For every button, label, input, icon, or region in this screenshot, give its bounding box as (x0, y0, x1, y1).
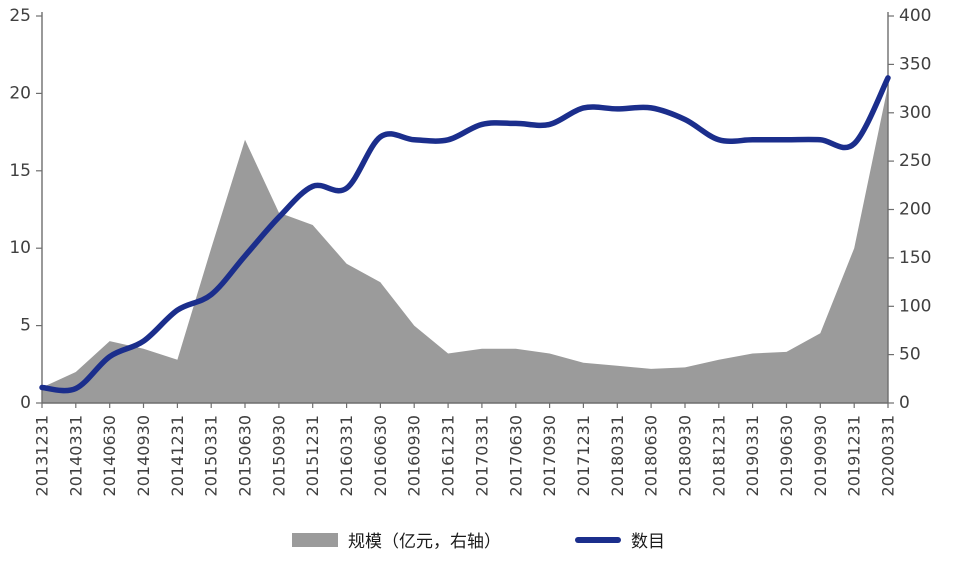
x-axis-tick-label: 20170930 (540, 415, 559, 496)
x-axis-tick-label: 20150930 (269, 415, 288, 496)
legend-label-scale: 规模（亿元，右轴） (348, 532, 501, 552)
right-axis-tick-label: 200 (899, 200, 931, 220)
x-axis-tick-label: 20170630 (506, 415, 525, 496)
x-axis-tick-label: 20200331 (879, 415, 898, 496)
x-axis-tick-label: 20140630 (100, 415, 119, 496)
x-axis-tick-label: 20140930 (134, 415, 153, 496)
x-axis-tick-label: 20190630 (777, 415, 796, 496)
right-axis-tick-label: 0 (899, 393, 910, 413)
x-axis-tick-label: 20150630 (236, 415, 255, 496)
left-axis-tick-label: 10 (9, 238, 31, 258)
x-axis-tick-label: 20180331 (608, 415, 627, 496)
x-axis-tick-label: 20190930 (811, 415, 830, 496)
x-axis-tick-label: 20161231 (439, 415, 458, 496)
legend-label-count: 数目 (631, 532, 665, 552)
right-axis-tick-label: 100 (899, 296, 931, 316)
x-axis-tick-label: 20180630 (642, 415, 661, 496)
x-axis-tick-label: 20190331 (743, 415, 762, 496)
left-axis-tick-label: 0 (20, 393, 31, 413)
right-axis-tick-label: 50 (899, 345, 921, 365)
chart-plot-area: 0510152025050100150200250300350400201312… (9, 6, 931, 496)
x-axis-tick-label: 20180930 (676, 415, 695, 496)
x-axis-tick-label: 20160331 (337, 415, 356, 496)
left-axis-tick-label: 15 (9, 161, 31, 181)
x-axis-tick-label: 20191231 (845, 415, 864, 496)
legend-item-scale: 规模（亿元，右轴） (292, 527, 501, 552)
x-axis-tick-label: 20160630 (371, 415, 390, 496)
right-axis-tick-label: 400 (899, 6, 931, 26)
x-axis-tick-label: 20140331 (66, 415, 85, 496)
left-axis-tick-label: 25 (9, 6, 31, 26)
x-axis-tick-label: 20131231 (33, 415, 52, 496)
line-series-count (39, 75, 891, 394)
legend-swatch-count-line (575, 536, 621, 543)
x-axis-tick-label: 20171231 (574, 415, 593, 496)
left-axis-tick-label: 5 (20, 316, 31, 336)
right-axis-tick-label: 300 (899, 103, 931, 123)
right-axis-tick-label: 350 (899, 54, 931, 74)
chart-legend: 规模（亿元，右轴） 数目 (0, 527, 957, 552)
x-axis-tick-label: 20160930 (405, 415, 424, 496)
x-axis-tick-label: 20181231 (709, 415, 728, 496)
right-axis-tick-label: 150 (899, 248, 931, 268)
left-axis-tick-label: 20 (9, 83, 31, 103)
right-axis-tick-label: 250 (899, 151, 931, 171)
x-axis-tick-label: 20141231 (168, 415, 187, 496)
legend-swatch-scale-area (292, 532, 338, 547)
x-axis-tick-label: 20151231 (303, 415, 322, 496)
x-axis-tick-label: 20170331 (472, 415, 491, 496)
area-series-scale (42, 85, 888, 403)
x-axis-tick-label: 20150331 (202, 415, 221, 496)
legend-item-count: 数目 (575, 527, 665, 552)
